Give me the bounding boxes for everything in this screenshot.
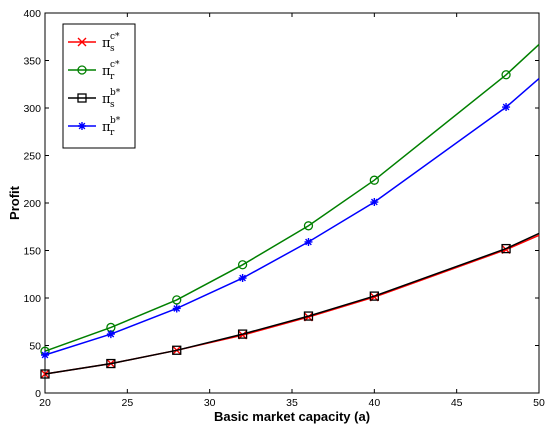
x-tick-label: 45 <box>451 397 463 409</box>
x-tick-label: 35 <box>286 397 298 409</box>
legend-label-sub: s <box>110 100 115 110</box>
y-tick-label: 350 <box>23 56 41 68</box>
star-marker <box>370 198 379 207</box>
square-marker <box>77 93 87 103</box>
legend: π c*sπ c*rπ b*sπ b*r <box>62 23 136 149</box>
circle-marker <box>303 221 314 231</box>
legend-item-4: π b* r <box>68 116 121 138</box>
y-tick-label: 100 <box>23 293 41 305</box>
series-line <box>44 232 540 375</box>
legend-item-3: π b* s <box>68 88 121 110</box>
circle-marker <box>501 70 511 80</box>
legend-label: π <box>102 64 111 79</box>
x-tick-label: 25 <box>121 397 133 409</box>
square-marker <box>369 291 379 301</box>
legend-label-sup: b* <box>110 116 121 126</box>
circle-marker <box>369 175 379 185</box>
x-axis-label: Basic market capacity (a) <box>214 409 370 424</box>
ticks-layer: 20 25 30 35 40 45 50 0 50 100 150 200 250 300 350 400 <box>23 8 545 409</box>
legend-label: π <box>102 36 111 51</box>
series-line <box>44 43 540 352</box>
legend-label: π <box>102 120 111 135</box>
legend-label: π <box>102 92 111 107</box>
legend-label-sup: c* <box>110 32 120 42</box>
legend-box <box>62 23 136 149</box>
star-marker <box>172 304 181 313</box>
star-marker <box>41 351 49 359</box>
legend-item-2: π c* r <box>68 60 120 82</box>
legend-label-sub: r <box>110 128 115 138</box>
legend-label-sub: s <box>110 44 115 54</box>
circle-marker <box>172 295 182 305</box>
legend-label-sup: c* <box>110 60 120 70</box>
square-marker <box>40 369 50 379</box>
y-tick-label: 300 <box>23 103 41 115</box>
circle-marker <box>237 260 248 270</box>
square-marker <box>237 329 248 339</box>
y-tick-label: 0 <box>35 388 41 400</box>
x-tick-label: 40 <box>368 397 380 409</box>
square-marker <box>501 243 511 254</box>
x-tick-label: 50 <box>533 397 545 409</box>
legend-label-sup: b* <box>110 88 121 98</box>
x-tick-label: 20 <box>39 397 51 409</box>
square-marker <box>303 311 314 321</box>
star-marker <box>502 103 511 112</box>
x-tick-label: 30 <box>204 397 216 409</box>
square-marker <box>106 358 116 369</box>
series-4 <box>41 78 540 359</box>
series-layer <box>40 43 540 379</box>
series-line <box>44 78 540 356</box>
y-tick-label: 400 <box>23 8 41 20</box>
square-marker <box>172 345 182 355</box>
star-marker <box>106 330 115 339</box>
circle-marker <box>77 65 87 75</box>
legend-label-sub: r <box>110 72 115 82</box>
series-3 <box>40 232 540 379</box>
y-axis-label: Profit <box>7 185 22 220</box>
star-marker <box>78 122 86 130</box>
y-tick-label: 150 <box>23 246 41 258</box>
legend-item-1: π c* s <box>68 32 120 54</box>
y-tick-label: 50 <box>29 341 41 353</box>
y-tick-label: 200 <box>23 198 41 210</box>
star-marker <box>238 274 247 283</box>
star-marker <box>304 237 313 246</box>
y-tick-label: 250 <box>23 151 41 163</box>
x-marker <box>77 37 87 47</box>
